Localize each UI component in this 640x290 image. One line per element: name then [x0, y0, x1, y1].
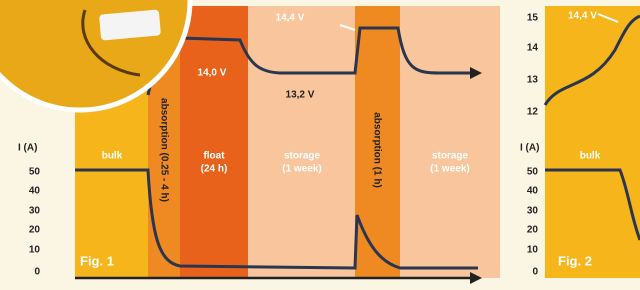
phase-label: storage [284, 151, 321, 162]
phase-label: storage [432, 151, 469, 162]
phase-storage [400, 6, 500, 278]
tick-label: 15 [527, 13, 539, 24]
tick-label: 10 [29, 245, 41, 256]
voltage-label: 14,4 V [276, 13, 305, 24]
phase-label: (1 week) [282, 164, 321, 175]
tick-label: 50 [527, 167, 539, 178]
phase-label: absorption (1 h) [371, 112, 382, 188]
axis-label: I (A) [520, 143, 539, 154]
voltage-label: 13,2 V [286, 90, 315, 101]
tick-label: 0 [532, 267, 538, 278]
tick-label: 30 [527, 206, 539, 217]
charging-diagram: Fig. 1 I (A) 14,4 V 14,0 V 13,2 V Fig. 2… [0, 0, 640, 290]
phase-label: bulk [102, 151, 123, 162]
tick-label: 40 [29, 186, 41, 197]
phase-label: bulk [580, 151, 601, 162]
tick-label: 13 [527, 75, 539, 86]
tick-label: 20 [29, 225, 41, 236]
phase-label: float [203, 151, 225, 162]
voltage-label: 14,4 V [568, 11, 597, 22]
phase-label: (24 h) [201, 164, 228, 175]
phase-storage [248, 6, 355, 278]
axis-label: I (A) [18, 143, 37, 154]
phase-bulk [545, 6, 640, 278]
tick-label: 10 [527, 245, 539, 256]
phase-label: absorption (0.25 - 4 h) [158, 98, 169, 202]
tick-label: 12 [527, 107, 539, 118]
phase-float [180, 6, 248, 278]
phase-label: (1 week) [430, 164, 469, 175]
figure-title: Fig. 2 [558, 253, 592, 268]
tick-label: 50 [29, 167, 41, 178]
tick-label: 20 [527, 225, 539, 236]
tick-label: 14 [527, 43, 539, 54]
tick-label: 0 [34, 267, 40, 278]
figure-title: Fig. 1 [80, 253, 114, 268]
tick-label: 40 [527, 186, 539, 197]
voltage-label: 14,0 V [198, 68, 227, 79]
tick-label: 30 [29, 206, 41, 217]
